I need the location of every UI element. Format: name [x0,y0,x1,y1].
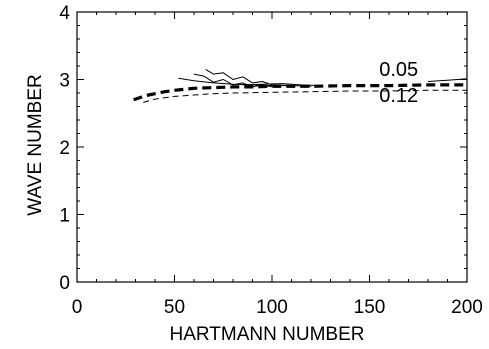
series-line-1 [133,83,467,102]
labels-layer: 0 50 100 150 200 0 1 2 3 4 0.05 0.12 [59,3,482,318]
y-tick-label: 2 [59,138,70,159]
series-line-4 [193,73,273,88]
series-line-2 [143,89,467,103]
plot-frame [76,11,468,283]
y-axis-label: WAVE NUMBER [25,74,46,215]
x-tick-label: 200 [451,297,483,318]
x-axis-label: HARTMANN NUMBER [170,324,365,345]
x-tick-label: 150 [354,297,386,318]
y-tick-label: 1 [59,206,70,227]
y-tick-label: 4 [59,3,70,24]
curve-annotation: 0.12 [379,85,418,107]
curve-annotation: 0.05 [379,59,418,81]
plot-axes [76,11,468,283]
x-tick-label: 50 [164,297,185,318]
series-line-6 [242,83,321,87]
x-tick-label: 0 [72,297,83,318]
series-line-7 [427,78,468,82]
y-tick-label: 0 [59,273,70,294]
series-layer [133,68,468,103]
x-tick-label: 100 [256,297,288,318]
y-tick-label: 3 [59,71,70,92]
